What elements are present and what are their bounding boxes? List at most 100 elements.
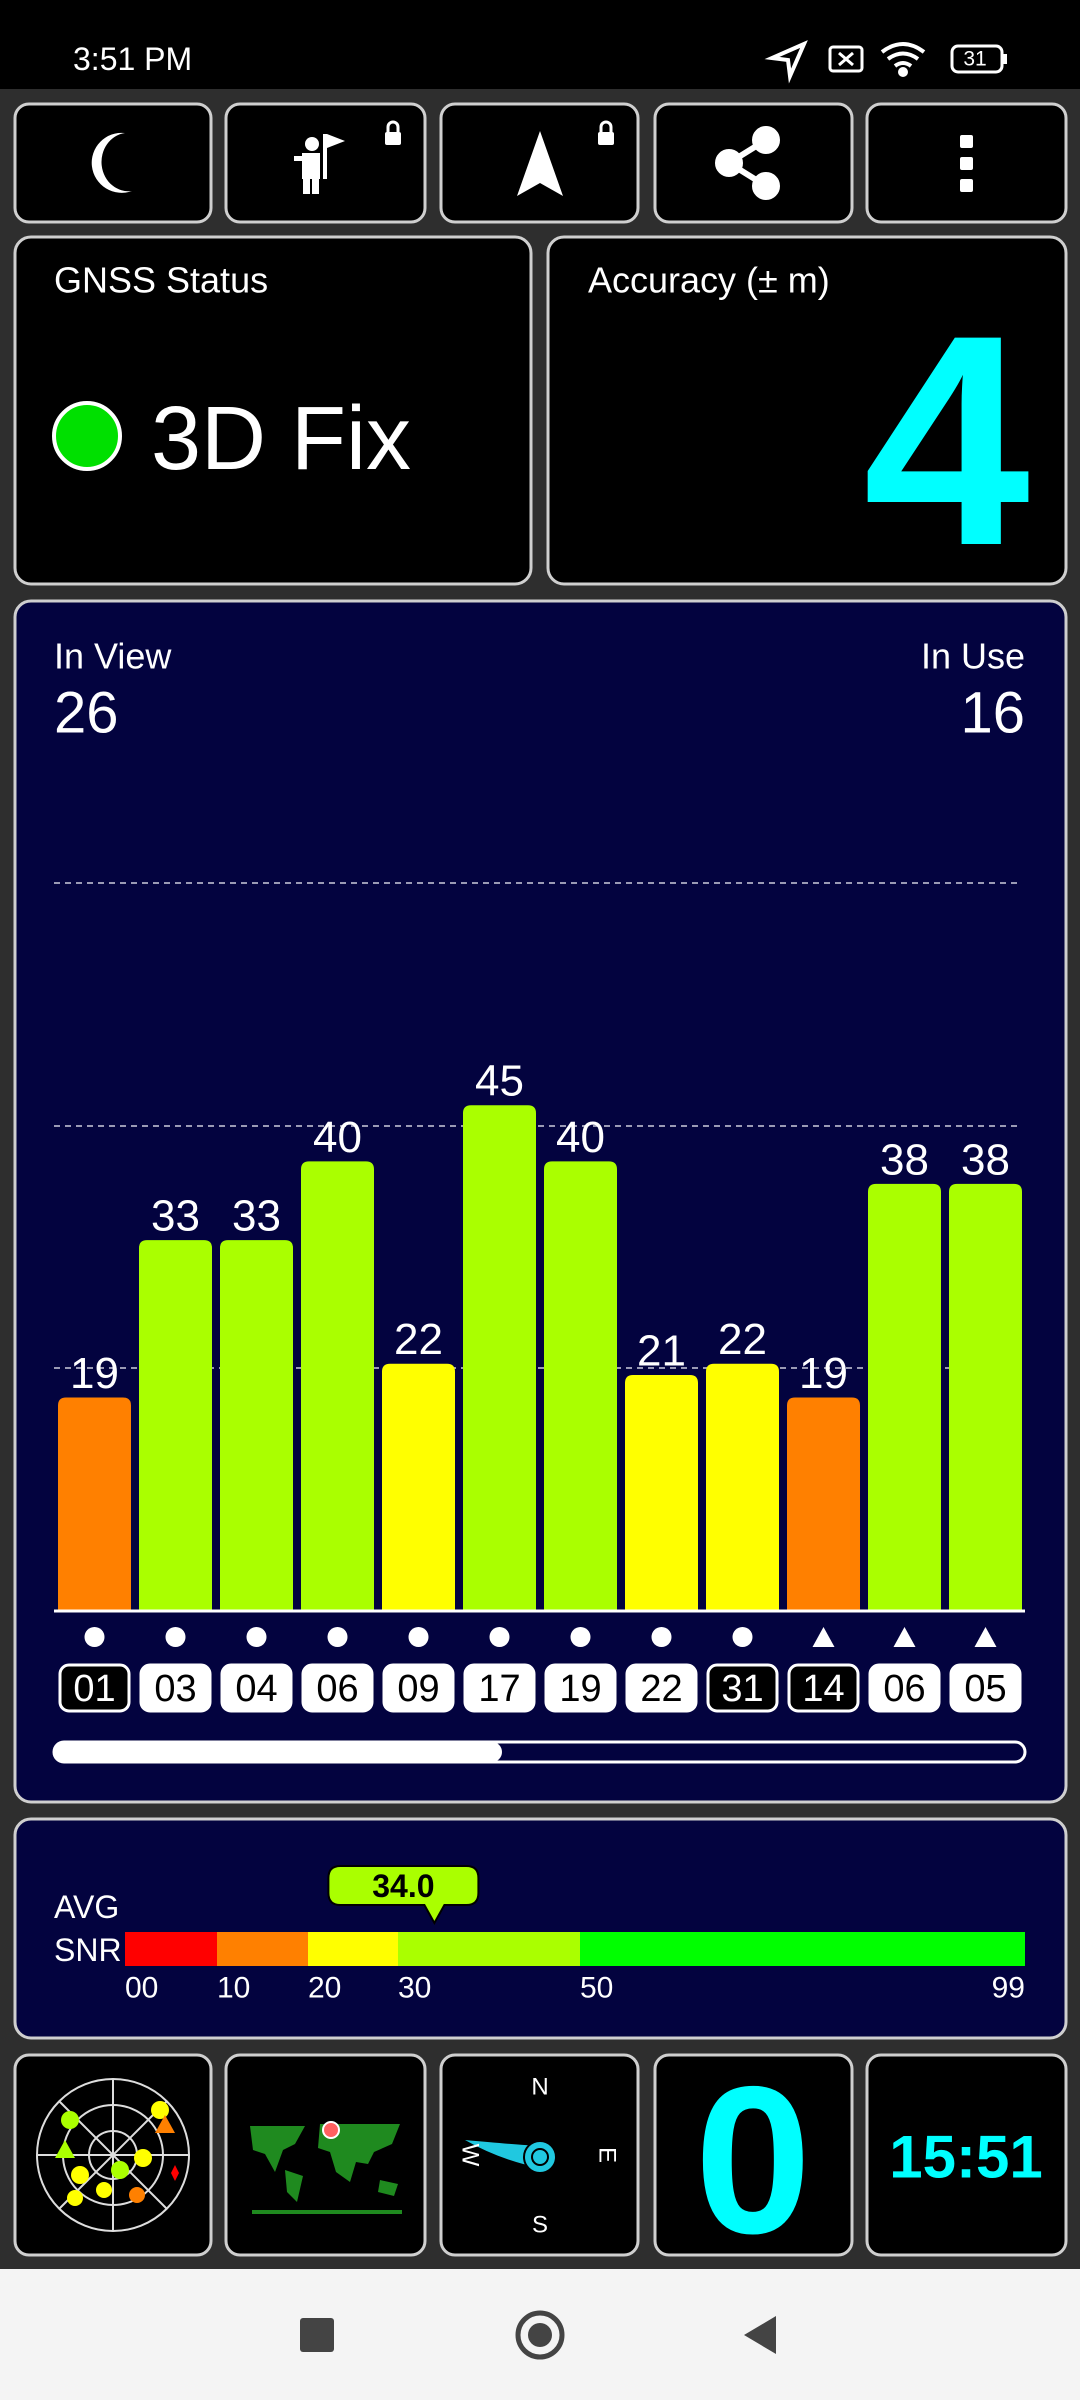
clock-tile[interactable] <box>865 2053 1068 2257</box>
snr-bar <box>58 1397 131 1611</box>
satellite-id-box <box>787 1663 860 1713</box>
fix-indicator <box>52 401 122 471</box>
satellite-id: 22 <box>640 1668 682 1710</box>
scrollbar-thumb[interactable] <box>54 1742 502 1762</box>
location-icon <box>764 40 808 84</box>
counter-value: 0 <box>695 2043 812 2278</box>
share-button[interactable] <box>653 102 854 224</box>
snr-value-label: 40 <box>313 1113 362 1162</box>
avg-snr-value: 34.0 <box>372 1868 434 1904</box>
battery-tip <box>1003 54 1007 64</box>
snr-bar <box>544 1161 617 1611</box>
gnss-status-title: GNSS Status <box>54 260 268 301</box>
satellite-id: 31 <box>721 1668 763 1710</box>
avg-snr-pointer <box>327 1865 480 1926</box>
snr-value-label: 22 <box>394 1315 443 1364</box>
snr-scale-segment <box>398 1932 580 1966</box>
battery-icon <box>950 44 1004 74</box>
navigate-icon <box>517 120 614 196</box>
compass-west: W <box>457 2144 484 2167</box>
satellite-id: 14 <box>802 1668 844 1710</box>
satellite-marker-circle <box>651 1627 672 1647</box>
no-sim-icon <box>828 45 864 73</box>
satellite-id-box <box>220 1663 293 1713</box>
satellite-id-box <box>58 1663 131 1713</box>
satellite-id: 05 <box>964 1668 1006 1710</box>
satellite-marker-circle <box>408 1627 429 1647</box>
snr-scale-segment <box>125 1932 217 1966</box>
compass-east: E <box>594 2147 621 2163</box>
snr-bar <box>868 1183 941 1611</box>
counter-tile[interactable] <box>653 2053 854 2257</box>
snr-value-label: 40 <box>556 1113 605 1162</box>
poi-icon <box>294 120 401 194</box>
moon-icon <box>91 132 132 193</box>
snr-scale-label: 99 <box>992 1972 1025 2005</box>
snr-scale: 00 10 20 30 50 99 34.0 <box>125 1865 1025 2005</box>
compass-north: N <box>531 2074 548 2101</box>
snr-scale-segment <box>308 1932 398 1966</box>
wifi-icon <box>880 42 926 77</box>
world-map-icon <box>250 2121 402 2214</box>
snr-bar <box>706 1363 779 1611</box>
snr-scale-label: 00 <box>125 1972 158 2005</box>
accuracy-value: 4 <box>863 272 1032 608</box>
satellite-id: 06 <box>316 1668 358 1710</box>
satellite-marker-circle <box>84 1627 105 1647</box>
more-icon <box>960 135 973 192</box>
satellite-marker-triangle <box>974 1627 997 1647</box>
snr-value-label: 19 <box>70 1349 119 1398</box>
snr-bar <box>382 1363 455 1611</box>
satellite-id-box <box>706 1663 779 1713</box>
snr-bar <box>301 1161 374 1611</box>
satellite-marker-circle <box>489 1627 510 1647</box>
chart-guides <box>54 882 1020 1369</box>
snr-scale-segment <box>217 1932 308 1966</box>
snr-value-label: 45 <box>475 1057 524 1106</box>
in-use-label: In Use <box>921 636 1025 677</box>
clock-value: 15:51 <box>889 2124 1042 2191</box>
snr-bar <box>625 1374 698 1611</box>
night-mode-button[interactable] <box>13 102 213 224</box>
avg-label: AVG <box>54 1889 119 1925</box>
satellite-marker-circle <box>165 1627 186 1647</box>
map-tile[interactable] <box>224 2053 427 2257</box>
compass-icon <box>465 2140 557 2174</box>
snr-bars: 19 01 33 03 33 04 40 06 22 09 45 17 40 19 21 22 22 31 19 14… <box>58 1057 1022 1713</box>
clock: 3:51 PM <box>73 41 192 77</box>
satellite-marker-circle <box>570 1627 591 1647</box>
snr-bar <box>949 1183 1022 1611</box>
snr-scale-label: 30 <box>398 1972 431 2005</box>
satellite-id: 09 <box>397 1668 439 1710</box>
satellite-id: 04 <box>235 1668 277 1710</box>
satellite-id-box <box>868 1663 941 1713</box>
snr-value-label: 21 <box>637 1326 686 1375</box>
satellite-id-box <box>949 1663 1022 1713</box>
satellite-id-box <box>139 1663 212 1713</box>
recents-button[interactable] <box>300 2318 334 2352</box>
snr-value-label: 19 <box>799 1349 848 1398</box>
satellite-id-box <box>463 1663 536 1713</box>
snr-bar <box>463 1105 536 1611</box>
home-button[interactable] <box>515 2310 565 2360</box>
battery-level: 31 <box>963 48 986 71</box>
satellite-marker-circle <box>327 1627 348 1647</box>
satellite-id-box <box>301 1663 374 1713</box>
in-view-count: 26 <box>54 681 119 746</box>
snr-value-label: 33 <box>151 1192 200 1241</box>
sky-view-icon <box>36 2078 190 2232</box>
satellite-id: 03 <box>154 1668 196 1710</box>
snr-value-label: 38 <box>880 1135 929 1184</box>
accuracy-title: Accuracy (± m) <box>588 260 830 301</box>
back-button[interactable] <box>744 2316 776 2354</box>
satellite-id: 06 <box>883 1668 925 1710</box>
satellite-id: 01 <box>73 1668 115 1710</box>
fix-status: 3D Fix <box>151 389 411 489</box>
satellite-id-box <box>382 1663 455 1713</box>
in-use-count: 16 <box>960 681 1025 746</box>
snr-scale-label: 20 <box>308 1972 341 2005</box>
snr-bar <box>220 1240 293 1611</box>
snr-label: SNR <box>54 1932 122 1968</box>
